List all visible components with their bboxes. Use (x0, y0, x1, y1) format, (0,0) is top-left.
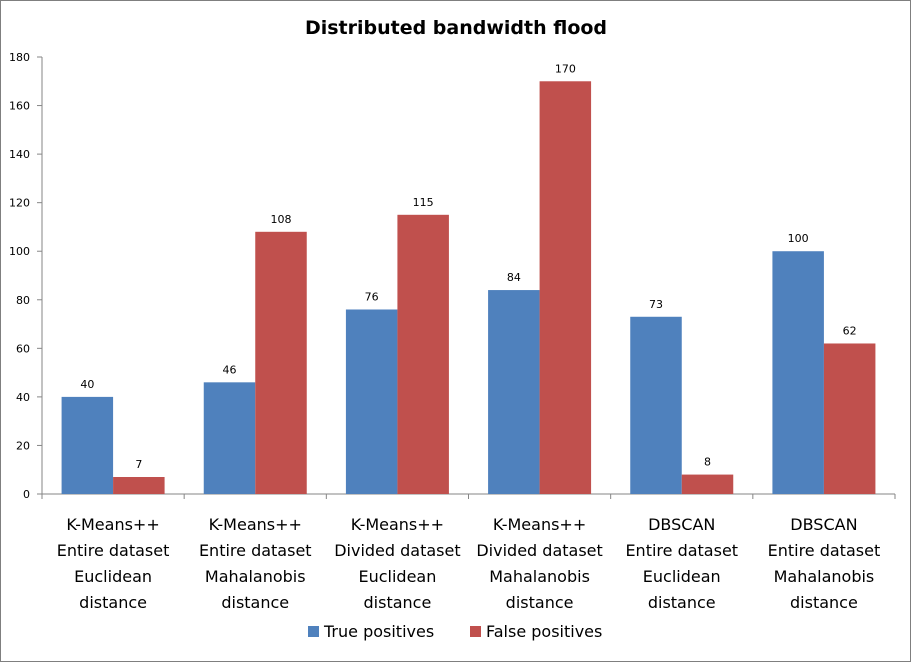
data-label: 7 (135, 458, 142, 471)
y-tick-label: 140 (9, 148, 30, 161)
data-label: 84 (507, 271, 521, 284)
y-tick-label: 40 (16, 391, 30, 404)
legend-label: True positives (323, 622, 434, 641)
category-label: K-Means++ Entire dataset Euclidean distance (57, 515, 170, 612)
bars (61, 81, 876, 495)
bar (397, 214, 449, 495)
data-label: 108 (271, 213, 292, 226)
category-label-line: DBSCAN (790, 515, 857, 534)
category-label-line: distance (79, 593, 147, 612)
category-label-line: Entire dataset (199, 541, 312, 560)
category-labels: K-Means++ Entire dataset Euclidean distance… (57, 515, 880, 612)
data-label: 8 (704, 456, 711, 469)
category-label: DBSCAN Entire dataset Euclidean distance (625, 515, 738, 612)
y-tick-label: 180 (9, 51, 30, 64)
category-label-line: K-Means++ (493, 515, 586, 534)
data-label: 46 (223, 363, 237, 376)
category-label-line: distance (790, 593, 858, 612)
bar (539, 81, 592, 495)
bar (823, 343, 876, 494)
category-label-line: Mahalanobis (489, 567, 590, 586)
y-tick-label: 120 (9, 197, 30, 210)
data-label: 76 (365, 290, 379, 303)
y-tick-label: 80 (16, 294, 30, 307)
bar (203, 382, 256, 494)
category-label-line: Divided dataset (334, 541, 460, 560)
category-label-line: Entire dataset (625, 541, 738, 560)
category-label: K-Means++ Divided dataset Mahalanobis dista… (476, 515, 602, 612)
bar (255, 231, 307, 495)
category-label-line: K-Means++ (209, 515, 302, 534)
category-label-line: K-Means++ (66, 515, 159, 534)
category-label-line: distance (364, 593, 432, 612)
data-label: 100 (788, 232, 809, 245)
axes: 0 20 40 60 80 100 120 140 160 180 (9, 51, 896, 501)
bar (772, 251, 824, 494)
category-label-line: DBSCAN (648, 515, 715, 534)
chart-title: Distributed bandwidth flood (305, 17, 607, 39)
category-label-line: Euclidean (74, 567, 152, 586)
data-labels: 40 7 46 108 76 115 84 170 73 8 100 62 (80, 62, 856, 471)
y-tick-label: 0 (23, 488, 30, 501)
category-label-line: Divided dataset (476, 541, 602, 560)
legend-label: False positives (486, 622, 602, 641)
legend: True positives False positives (308, 622, 602, 641)
category-label-line: Entire dataset (57, 541, 170, 560)
category-label: DBSCAN Entire dataset Mahalanobis distance (768, 515, 881, 612)
bar (345, 309, 398, 494)
data-label: 115 (413, 196, 434, 209)
data-label: 170 (555, 62, 576, 75)
category-label-line: distance (221, 593, 289, 612)
bar (61, 396, 114, 494)
legend-swatch (308, 626, 319, 637)
category-label-line: K-Means++ (351, 515, 444, 534)
data-label: 40 (80, 378, 94, 391)
bar (488, 290, 540, 494)
bar (630, 316, 682, 494)
y-tick-label: 160 (9, 100, 30, 113)
y-tick-label: 100 (9, 245, 30, 258)
category-label-line: distance (506, 593, 574, 612)
category-label-line: Euclidean (643, 567, 721, 586)
data-label: 62 (843, 324, 857, 337)
bar (113, 477, 165, 494)
category-label-line: Euclidean (358, 567, 436, 586)
category-label-line: Mahalanobis (774, 567, 875, 586)
category-label-line: Mahalanobis (205, 567, 306, 586)
bar (681, 474, 734, 494)
legend-swatch (470, 626, 481, 637)
y-tick-label: 20 (16, 439, 30, 452)
category-label-line: distance (648, 593, 716, 612)
category-label-line: Entire dataset (768, 541, 881, 560)
y-tick-label: 60 (16, 342, 30, 355)
category-label: K-Means++ Divided dataset Euclidean distanc… (334, 515, 460, 612)
category-label: K-Means++ Entire dataset Mahalanobis distan… (199, 515, 312, 612)
data-label: 73 (649, 298, 663, 311)
